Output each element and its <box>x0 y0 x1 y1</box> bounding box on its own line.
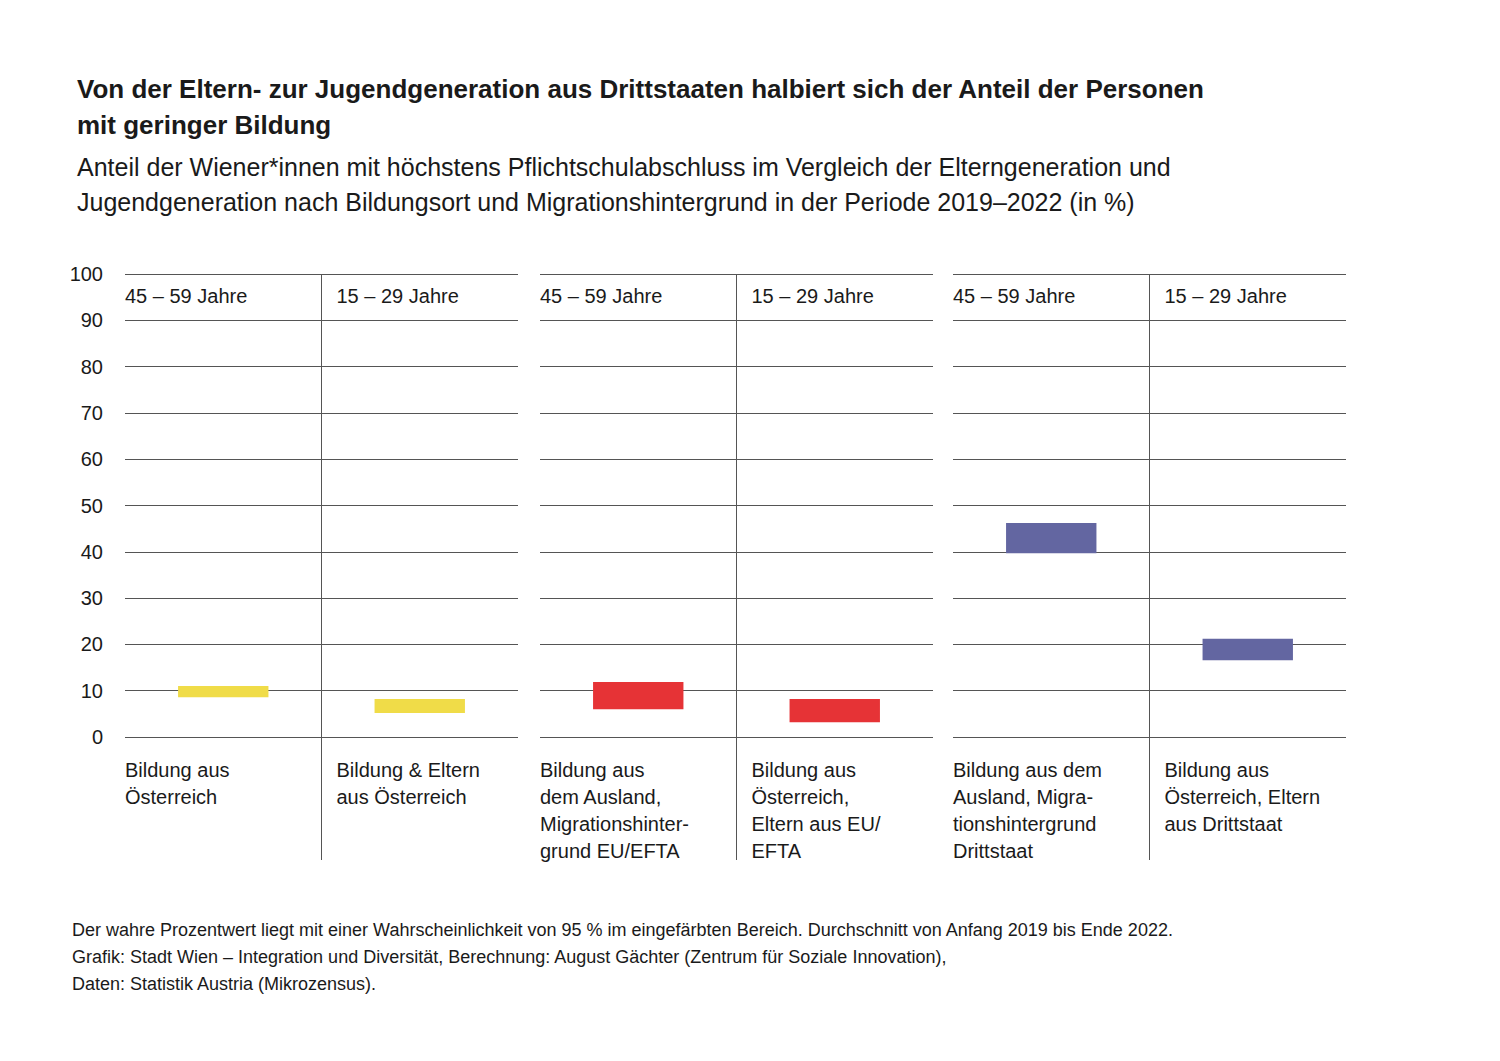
svg-text:Eltern aus EU/: Eltern aus EU/ <box>752 813 881 835</box>
svg-text:mit geringer Bildung: mit geringer Bildung <box>77 110 331 140</box>
svg-text:45 – 59 Jahre: 45 – 59 Jahre <box>540 285 662 307</box>
svg-text:Österreich: Österreich <box>125 786 217 808</box>
svg-text:30: 30 <box>81 587 103 609</box>
svg-text:grund EU/EFTA: grund EU/EFTA <box>540 840 680 862</box>
svg-text:Grafik: Stadt Wien – Integrati: Grafik: Stadt Wien – Integration und Div… <box>72 947 946 967</box>
svg-text:Bildung aus: Bildung aus <box>540 759 645 781</box>
svg-text:aus Drittstaat: aus Drittstaat <box>1165 813 1283 835</box>
svg-text:Österreich,: Österreich, <box>752 786 850 808</box>
svg-text:15 – 29 Jahre: 15 – 29 Jahre <box>1165 285 1287 307</box>
svg-text:100: 100 <box>70 263 103 285</box>
svg-text:10: 10 <box>81 680 103 702</box>
svg-text:Von der Eltern- zur Jugendgene: Von der Eltern- zur Jugendgeneration aus… <box>77 74 1204 104</box>
svg-text:Drittstaat: Drittstaat <box>953 840 1033 862</box>
svg-text:80: 80 <box>81 356 103 378</box>
svg-text:Jugendgeneration nach Bildungs: Jugendgeneration nach Bildungsort und Mi… <box>77 188 1135 216</box>
svg-text:15 – 29 Jahre: 15 – 29 Jahre <box>337 285 459 307</box>
svg-text:60: 60 <box>81 448 103 470</box>
svg-text:EFTA: EFTA <box>752 840 802 862</box>
svg-text:15 – 29 Jahre: 15 – 29 Jahre <box>752 285 874 307</box>
svg-text:50: 50 <box>81 495 103 517</box>
svg-text:40: 40 <box>81 541 103 563</box>
svg-text:45 – 59 Jahre: 45 – 59 Jahre <box>953 285 1075 307</box>
svg-text:Migrationshinter-: Migrationshinter- <box>540 813 689 835</box>
svg-text:tionshintergrund: tionshintergrund <box>953 813 1096 835</box>
svg-text:90: 90 <box>81 309 103 331</box>
svg-text:dem Ausland,: dem Ausland, <box>540 786 661 808</box>
svg-text:20: 20 <box>81 633 103 655</box>
svg-text:0: 0 <box>92 726 103 748</box>
svg-text:Bildung aus: Bildung aus <box>125 759 230 781</box>
svg-text:aus Österreich: aus Österreich <box>337 786 467 808</box>
svg-text:Bildung aus: Bildung aus <box>752 759 857 781</box>
svg-text:Bildung & Eltern: Bildung & Eltern <box>337 759 480 781</box>
svg-text:Der wahre Prozentwert liegt mi: Der wahre Prozentwert liegt mit einer Wa… <box>72 920 1173 940</box>
svg-text:Bildung aus dem: Bildung aus dem <box>953 759 1102 781</box>
svg-text:45 – 59 Jahre: 45 – 59 Jahre <box>125 285 247 307</box>
svg-text:Daten: Statistik Austria (Mikr: Daten: Statistik Austria (Mikrozensus). <box>72 974 376 994</box>
svg-text:Ausland, Migra-: Ausland, Migra- <box>953 786 1093 808</box>
svg-text:Österreich, Eltern: Österreich, Eltern <box>1165 786 1321 808</box>
svg-text:70: 70 <box>81 402 103 424</box>
svg-text:Bildung aus: Bildung aus <box>1165 759 1270 781</box>
svg-text:Anteil der Wiener*innen mit hö: Anteil der Wiener*innen mit höchstens Pf… <box>77 153 1171 181</box>
